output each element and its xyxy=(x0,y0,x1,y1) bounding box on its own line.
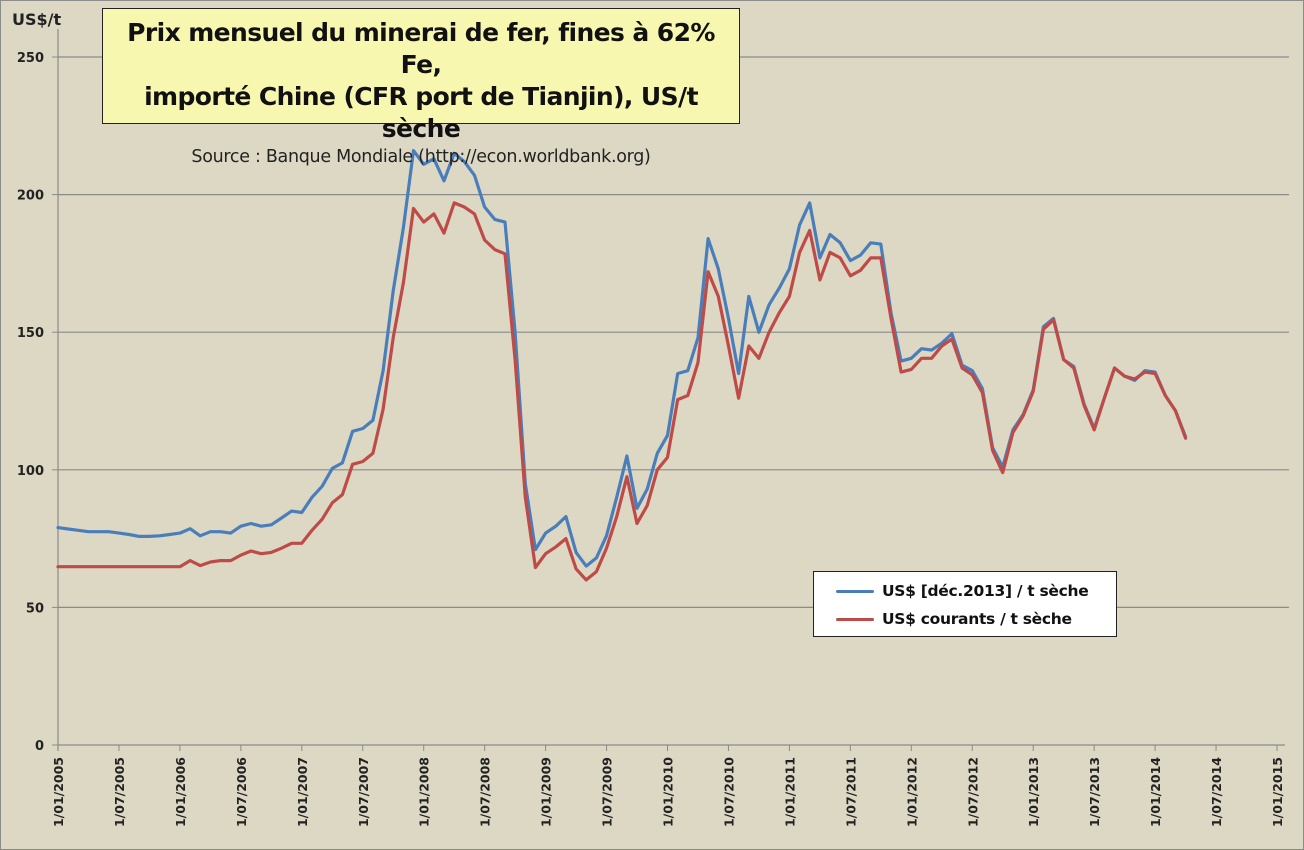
x-tick-label: 1/01/2008 xyxy=(417,757,432,827)
chart-title-line-1: Prix mensuel du minerai de fer, fines à … xyxy=(127,18,715,79)
x-tick-label: 1/07/2008 xyxy=(478,757,493,827)
legend-swatch-blue-line-icon xyxy=(836,589,874,593)
x-tick-label: 1/01/2011 xyxy=(782,757,797,827)
x-tick-label: 1/07/2013 xyxy=(1087,757,1102,827)
chart-source: Source : Banque Mondiale (http://econ.wo… xyxy=(191,147,651,167)
x-tick-label: 1/07/2005 xyxy=(112,757,127,827)
x-tick-label: 1/07/2014 xyxy=(1209,757,1224,827)
x-tick-label: 1/01/2014 xyxy=(1148,757,1163,827)
x-tick-label: 1/07/2006 xyxy=(234,757,249,827)
x-tick-label: 1/07/2010 xyxy=(721,757,736,827)
x-tick-label: 1/07/2011 xyxy=(843,757,858,827)
y-axis-ticks: 0 50 100 150 200 250 xyxy=(17,51,58,754)
legend-label: US$ [déc.2013] / t sèche xyxy=(882,582,1089,600)
legend-item-real: US$ [déc.2013] / t sèche xyxy=(814,578,1089,604)
y-tick-label: 50 xyxy=(26,601,44,616)
series-line-real-usd xyxy=(56,149,1188,568)
x-tick-label: 1/01/2005 xyxy=(51,757,66,827)
y-tick-label: 100 xyxy=(17,464,44,479)
x-tick-label: 1/01/2009 xyxy=(539,757,554,827)
axes xyxy=(57,29,1285,751)
x-tick-label: 1/07/2009 xyxy=(600,757,615,827)
x-tick-label: 1/01/2006 xyxy=(173,757,188,827)
chart-title-box: Prix mensuel du minerai de fer, fines à … xyxy=(102,8,740,167)
y-axis-unit-label: US$/t xyxy=(12,10,62,29)
y-tick-label: 200 xyxy=(17,189,44,204)
legend-label: US$ courants / t sèche xyxy=(882,610,1072,628)
x-tick-label: 1/01/2007 xyxy=(295,757,310,827)
y-tick-label: 250 xyxy=(17,51,44,66)
x-tick-label: 1/01/2010 xyxy=(661,757,676,827)
x-tick-label: 1/01/2012 xyxy=(904,757,919,827)
legend-swatch-red-line-icon xyxy=(836,617,874,621)
y-tick-label: 0 xyxy=(35,739,44,754)
data-series xyxy=(56,149,1188,582)
x-tick-label: 1/07/2007 xyxy=(356,757,371,827)
x-tick-label: 1/01/2015 xyxy=(1270,757,1285,827)
x-tick-label: 1/01/2013 xyxy=(1026,757,1041,827)
y-tick-label: 150 xyxy=(17,326,44,341)
legend: US$ [déc.2013] / t sèche US$ courants / … xyxy=(813,571,1117,637)
series-line-nominal-usd xyxy=(56,201,1188,582)
x-tick-label: 1/07/2012 xyxy=(965,757,980,827)
legend-item-nominal: US$ courants / t sèche xyxy=(814,606,1072,632)
x-axis-ticks: 1/01/2005 1/07/2005 1/01/2006 1/07/2006 1/01… xyxy=(51,745,1285,827)
chart-title-line-2: importé Chine (CFR port de Tianjin), US/… xyxy=(144,82,698,143)
